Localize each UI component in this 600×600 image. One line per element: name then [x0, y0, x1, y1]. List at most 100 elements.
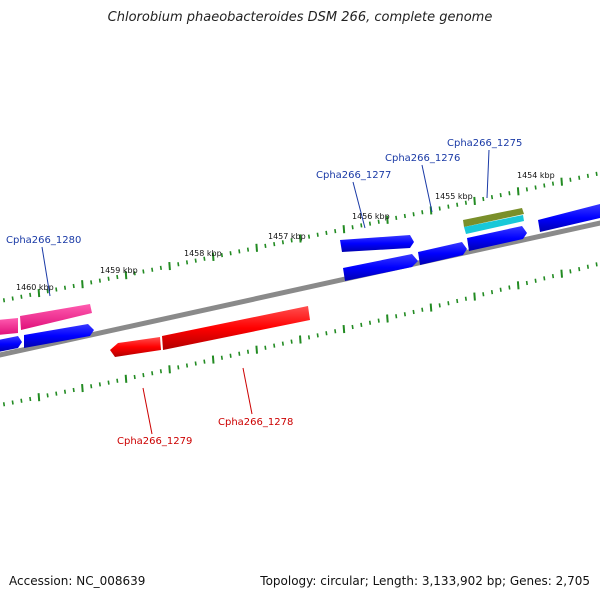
minor-tick: [525, 280, 528, 286]
minor-tick: [72, 283, 75, 289]
gene-forward-1[interactable]: [343, 254, 418, 281]
minor-tick: [159, 369, 162, 374]
gene-cpha266-1277[interactable]: [340, 235, 414, 252]
major-tick: [168, 365, 171, 374]
minor-tick: [395, 215, 398, 221]
minor-tick: [116, 274, 119, 280]
gene-cpha266-1278[interactable]: [162, 306, 310, 350]
forward-genes-inner: [0, 215, 527, 352]
minor-tick: [63, 285, 67, 290]
minor-tick: [351, 225, 354, 230]
gene-forward-edge[interactable]: [538, 204, 600, 232]
gene-forward-3[interactable]: [24, 324, 94, 348]
major-tick: [124, 271, 128, 280]
minor-tick: [534, 185, 537, 190]
minor-tick: [229, 251, 232, 256]
major-tick: [473, 196, 476, 205]
major-tick: [299, 234, 302, 243]
minor-tick: [578, 175, 581, 180]
topology-value: circular;: [320, 574, 369, 588]
gene-cpha266-1280[interactable]: [20, 304, 92, 330]
minor-tick: [360, 223, 363, 228]
minor-tick: [246, 247, 250, 252]
scale-label-1455: 1455 kbp: [435, 192, 473, 201]
minor-tick: [438, 206, 441, 211]
gene-label-cpha266-1276[interactable]: Cpha266_1276: [385, 153, 460, 164]
gene-pink-left[interactable]: [0, 318, 18, 335]
gene-forward-left[interactable]: [0, 336, 22, 352]
minor-tick: [586, 173, 589, 179]
gene-label-cpha266-1280[interactable]: Cpha266_1280: [6, 235, 81, 246]
minor-tick: [360, 322, 363, 328]
minor-tick: [412, 212, 415, 217]
minor-tick: [264, 345, 267, 350]
gene-cpha266-1276[interactable]: [418, 242, 467, 265]
minor-tick: [368, 320, 372, 325]
scale-label-1454: 1454 kbp: [517, 171, 555, 180]
major-tick: [516, 187, 520, 196]
minor-tick: [325, 230, 328, 236]
minor-tick: [482, 292, 485, 297]
minor-tick: [334, 329, 337, 334]
scale-label-1456: 1456 kbp: [352, 212, 390, 221]
minor-tick: [142, 372, 145, 378]
genome-stats: Topology: circular; Length: 3,133,902 bp…: [260, 574, 590, 588]
minor-tick: [595, 262, 598, 267]
gene-cpha266-1279[interactable]: [110, 337, 161, 357]
gene-cpha266-1275-olive[interactable]: [463, 208, 524, 227]
gene-label-cpha266-1277[interactable]: Cpha266_1277: [316, 170, 391, 181]
minor-tick: [586, 264, 589, 269]
minor-tick: [551, 273, 555, 279]
major-tick: [299, 335, 302, 344]
minor-tick: [368, 221, 372, 226]
minor-tick: [90, 384, 93, 389]
minor-tick: [508, 285, 511, 290]
minor-tick: [159, 265, 162, 271]
minor-tick: [11, 400, 14, 405]
minor-tick: [316, 333, 319, 338]
minor-tick: [595, 171, 598, 177]
minor-tick: [447, 204, 450, 209]
gene-label-cpha266-1275[interactable]: Cpha266_1275: [447, 138, 522, 149]
minor-tick: [525, 187, 528, 192]
minor-tick: [551, 181, 555, 186]
minor-tick: [569, 177, 572, 182]
major-tick: [37, 289, 41, 298]
accession-label: Accession:: [9, 574, 73, 588]
major-tick: [255, 243, 258, 252]
minor-tick: [46, 393, 49, 398]
reverse-genes: [110, 306, 310, 357]
minor-tick: [569, 269, 572, 274]
gene-label-cpha266-1279[interactable]: Cpha266_1279: [117, 436, 192, 447]
minor-tick: [316, 232, 319, 237]
minor-tick: [55, 287, 58, 292]
map-title: Chlorobium phaeobacteroides DSM 266, com…: [107, 10, 493, 25]
minor-tick: [307, 335, 311, 340]
minor-tick: [107, 380, 110, 385]
minor-tick: [98, 278, 101, 283]
minor-tick: [290, 339, 293, 344]
minor-tick: [203, 359, 206, 364]
minor-tick: [464, 200, 467, 205]
minor-tick: [63, 389, 67, 394]
minor-tick: [482, 196, 485, 202]
minor-tick: [377, 219, 380, 224]
gene-cpha266-1275-cyan[interactable]: [464, 215, 524, 234]
minor-tick: [490, 289, 494, 295]
minor-tick: [534, 278, 537, 283]
minor-tick: [20, 294, 23, 299]
minor-tick: [490, 194, 494, 200]
gene-label-cpha266-1278[interactable]: Cpha266_1278: [218, 417, 293, 428]
minor-tick: [185, 260, 189, 265]
minor-tick: [98, 382, 101, 387]
gene-forward-2[interactable]: [467, 226, 527, 251]
major-tick: [81, 384, 84, 393]
minor-tick: [307, 234, 311, 239]
minor-tick: [578, 266, 581, 272]
minor-tick: [412, 309, 415, 315]
minor-tick: [325, 331, 328, 336]
minor-tick: [90, 280, 93, 285]
minor-tick: [421, 307, 424, 312]
major-tick: [429, 303, 433, 312]
